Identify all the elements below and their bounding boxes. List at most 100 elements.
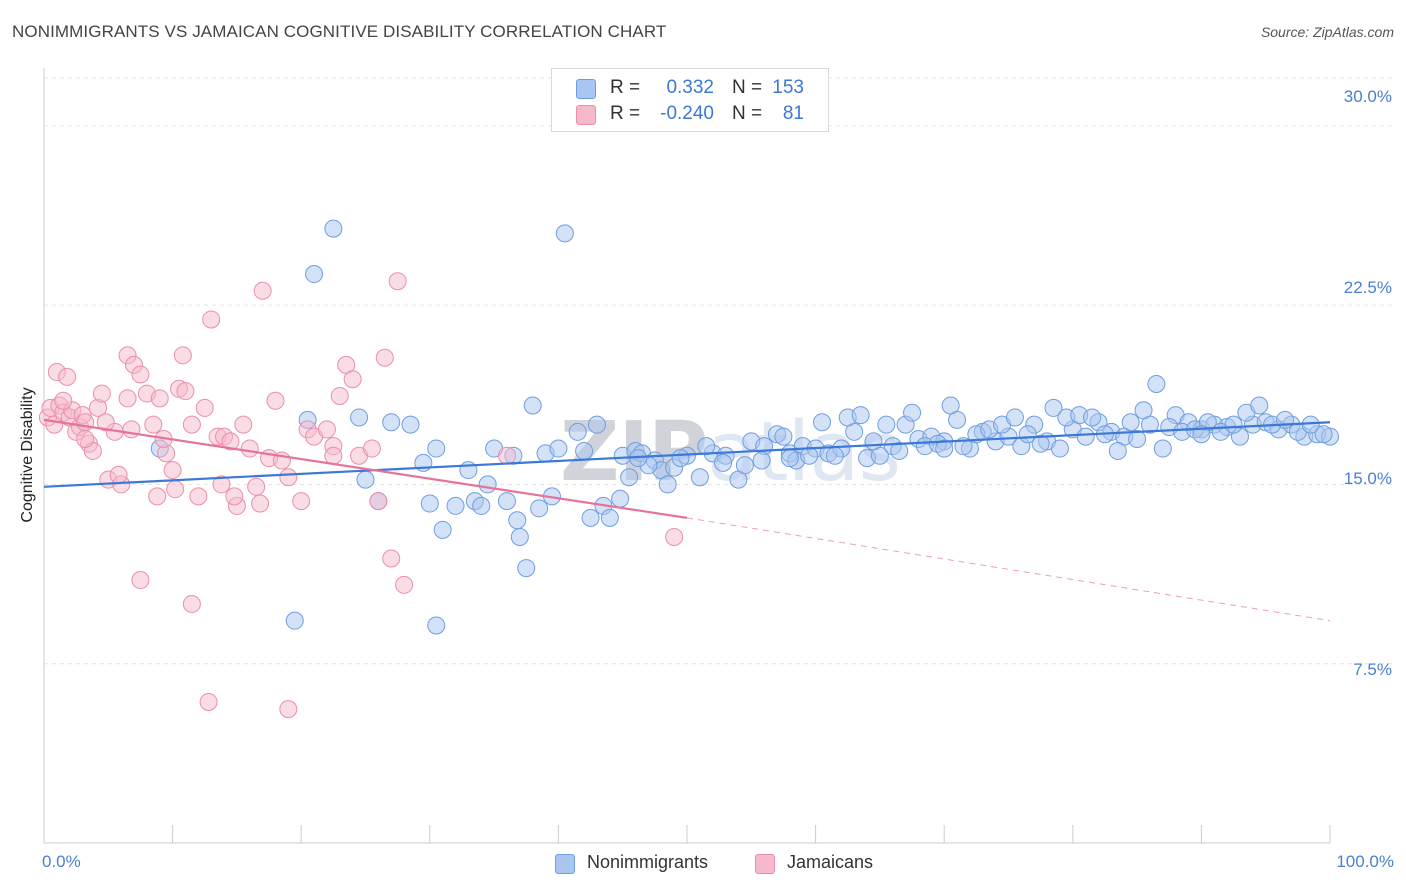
data-point-nonimmigrants: [1250, 396, 1269, 415]
data-point-nonimmigrants: [1005, 408, 1024, 427]
data-point-jamaicans: [131, 365, 150, 384]
legend-r-label: R =: [610, 77, 641, 98]
y-tick-label-15: 15.0%: [1343, 469, 1392, 488]
y-axis-label: Cognitive Disability: [19, 387, 36, 523]
data-point-nonimmigrants: [714, 453, 733, 472]
legend-swatch-blue: [555, 854, 575, 874]
data-point-nonimmigrants: [877, 415, 896, 434]
data-point-nonimmigrants: [478, 475, 497, 494]
data-point-nonimmigrants: [530, 499, 549, 518]
data-point-nonimmigrants: [690, 468, 709, 487]
data-point-jamaicans: [251, 494, 270, 513]
data-point-nonimmigrants: [1134, 401, 1153, 420]
data-point-nonimmigrants: [1314, 425, 1333, 444]
data-point-jamaicans: [92, 384, 111, 403]
data-point-nonimmigrants: [446, 496, 465, 515]
data-point-jamaicans: [362, 439, 381, 458]
data-point-jamaicans: [240, 439, 259, 458]
data-point-nonimmigrants: [1224, 415, 1243, 434]
source-label: Source: ZipAtlas.com: [1260, 24, 1394, 40]
data-point-nonimmigrants: [427, 439, 446, 458]
data-point-jamaicans: [382, 549, 401, 568]
data-point-nonimmigrants: [401, 415, 420, 434]
data-point-nonimmigrants: [433, 520, 452, 539]
data-point-nonimmigrants: [555, 224, 574, 243]
trend-line-extension: [686, 517, 1331, 622]
data-point-jamaicans: [109, 465, 128, 484]
data-point-nonimmigrants: [1147, 375, 1166, 393]
data-point-jamaicans: [148, 487, 167, 506]
legend-r-value: -0.240: [660, 103, 714, 124]
data-point-jamaicans: [176, 382, 195, 401]
data-point-jamaicans: [279, 468, 298, 487]
data-point-jamaicans: [202, 310, 221, 329]
data-point-jamaicans: [279, 700, 298, 719]
data-point-jamaicans: [199, 692, 218, 711]
data-point-jamaicans: [189, 487, 208, 506]
data-point-nonimmigrants: [735, 456, 754, 475]
data-point-jamaicans: [54, 391, 73, 410]
legend-label: Nonimmigrants: [587, 852, 709, 872]
legend-n-label: N =: [732, 77, 763, 98]
trend-line-nonimmigrants: [43, 421, 1331, 488]
data-point-nonimmigrants: [1153, 439, 1172, 458]
data-point-jamaicans: [292, 492, 311, 511]
data-point-nonimmigrants: [600, 508, 619, 527]
data-point-nonimmigrants: [941, 396, 960, 415]
y-tick-label-7-5: 7.5%: [1353, 660, 1392, 679]
data-point-jamaicans: [221, 432, 240, 451]
data-point-nonimmigrants: [549, 439, 568, 458]
data-point-nonimmigrants: [752, 451, 771, 470]
data-point-nonimmigrants: [523, 396, 542, 415]
legend-swatch-pink: [755, 854, 775, 874]
data-point-nonimmigrants: [813, 413, 832, 432]
data-point-jamaicans: [369, 492, 388, 511]
data-point-nonimmigrants: [285, 611, 304, 630]
legend-r-value: 0.332: [666, 77, 714, 98]
data-point-jamaicans: [388, 272, 407, 291]
chart-title: NONIMMIGRANTS VS JAMAICAN COGNITIVE DISA…: [12, 22, 667, 41]
legend-label: Jamaicans: [787, 852, 874, 872]
correlation-legend: R = 0.332 N = 153 R = -0.240 N = 81: [551, 68, 829, 132]
data-point-jamaicans: [118, 389, 137, 408]
data-point-jamaicans: [225, 487, 244, 506]
data-point-jamaicans: [234, 415, 253, 434]
data-point-jamaicans: [173, 346, 192, 365]
data-point-jamaicans: [212, 475, 231, 494]
data-point-nonimmigrants: [575, 441, 594, 460]
data-point-nonimmigrants: [864, 432, 883, 451]
data-point-jamaicans: [195, 398, 214, 417]
data-point-nonimmigrants: [1050, 439, 1069, 458]
data-point-jamaicans: [166, 480, 185, 499]
data-point-jamaicans: [182, 415, 201, 434]
legend-n-value: 81: [782, 103, 804, 124]
data-point-nonimmigrants: [903, 403, 922, 422]
data-point-jamaicans: [324, 446, 343, 465]
data-point-jamaicans: [395, 575, 414, 594]
data-point-nonimmigrants: [611, 489, 630, 508]
legend-swatch-blue: [576, 79, 596, 99]
data-point-jamaicans: [150, 389, 169, 408]
data-point-jamaicans: [122, 420, 141, 439]
data-point-nonimmigrants: [382, 413, 401, 432]
legend-n-value: 153: [772, 77, 804, 98]
data-point-nonimmigrants: [568, 422, 587, 441]
data-point-jamaicans: [76, 413, 95, 432]
data-point-jamaicans: [96, 413, 115, 432]
data-point-nonimmigrants: [581, 508, 600, 527]
data-point-nonimmigrants: [356, 470, 375, 489]
legend-row-jamaicans: R = -0.240 N = 81: [552, 101, 828, 127]
y-tick-label-30: 30.0%: [1343, 87, 1392, 106]
data-point-jamaicans: [497, 446, 516, 465]
data-point-jamaicans: [330, 386, 349, 405]
data-point-jamaicans: [253, 281, 272, 300]
data-point-nonimmigrants: [935, 439, 954, 458]
data-point-nonimmigrants: [427, 616, 446, 635]
data-point-jamaicans: [266, 391, 285, 410]
data-point-nonimmigrants: [697, 437, 716, 456]
legend-n-label: N =: [732, 103, 763, 124]
data-point-jamaicans: [163, 461, 182, 480]
data-point-jamaicans: [247, 477, 266, 496]
data-point-nonimmigrants: [1076, 427, 1095, 446]
